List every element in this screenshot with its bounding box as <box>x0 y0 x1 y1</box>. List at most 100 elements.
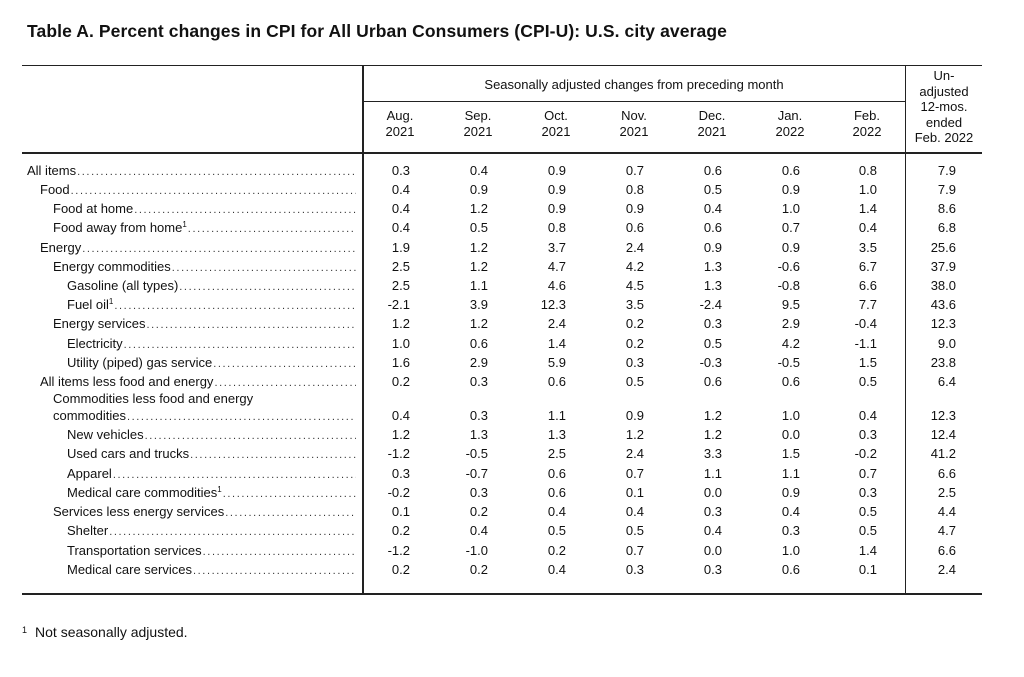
monthly-change-cell: 0.9 <box>781 182 800 197</box>
monthly-change-cell: 0.4 <box>391 408 410 423</box>
table-bottom-rule <box>22 593 982 595</box>
monthly-change-cell: 0.6 <box>703 163 722 178</box>
dot-leader <box>172 262 356 274</box>
monthly-change-cell: 1.4 <box>858 543 877 558</box>
monthly-change-cell: 1.2 <box>469 201 488 216</box>
monthly-change-cell: 4.5 <box>625 278 644 293</box>
monthly-change-cell: 0.6 <box>469 336 488 351</box>
monthly-change-cell: 0.3 <box>781 523 800 538</box>
monthly-change-cell: -0.7 <box>465 466 488 481</box>
row-label: Food away from home 1 <box>53 220 356 235</box>
monthly-change-cell: -1.2 <box>387 446 410 461</box>
monthly-change-cell: 0.3 <box>391 163 410 178</box>
monthly-change-cell: 0.8 <box>858 163 877 178</box>
monthly-change-cell: 1.3 <box>703 278 722 293</box>
row-label: Shelter <box>67 523 356 538</box>
monthly-change-cell: 1.3 <box>547 427 566 442</box>
monthly-change-cell: -1.0 <box>465 543 488 558</box>
unadjusted-value-cell: 23.8 <box>930 355 956 370</box>
monthly-change-cell: 0.5 <box>703 336 722 351</box>
monthly-change-cell: 12.3 <box>540 297 566 312</box>
monthly-change-cell: 0.7 <box>781 220 800 235</box>
dot-leader <box>190 449 356 461</box>
year-label: 2022 <box>775 124 805 139</box>
unadjusted-value-cell: 25.6 <box>930 240 956 255</box>
monthly-change-cell: 0.1 <box>391 504 410 519</box>
unadjusted-column-divider <box>905 66 906 595</box>
monthly-change-cell: 0.4 <box>391 201 410 216</box>
row-label-text: Energy commodities <box>53 259 171 274</box>
monthly-change-cell: 0.6 <box>703 220 722 235</box>
monthly-change-cell: 0.4 <box>547 562 566 577</box>
monthly-change-cell: 2.4 <box>547 316 566 331</box>
dot-leader <box>223 488 356 500</box>
footnote-reference: 1 <box>182 220 187 229</box>
row-label: All items <box>27 163 356 178</box>
monthly-change-cell: 3.9 <box>469 297 488 312</box>
table-row: Energy 1.9 1.2 3.7 2.4 0.9 0.9 3.5 25.6 <box>0 240 1024 259</box>
monthly-change-cell: 0.5 <box>858 504 877 519</box>
monthly-change-cell: 0.4 <box>469 163 488 178</box>
unadjusted-value-cell: 6.8 <box>937 220 956 235</box>
unadjusted-value-cell: 6.6 <box>937 543 956 558</box>
monthly-change-cell: 0.4 <box>703 201 722 216</box>
monthly-change-cell: 1.1 <box>547 408 566 423</box>
monthly-change-cell: 0.9 <box>547 163 566 178</box>
row-label-text: Shelter <box>67 523 109 538</box>
unadjusted-value-cell: 12.3 <box>930 408 956 423</box>
year-label: 2021 <box>385 124 415 139</box>
row-label: Utility (piped) gas service <box>67 355 356 370</box>
monthly-change-cell: 4.6 <box>547 278 566 293</box>
monthly-change-cell: 2.9 <box>469 355 488 370</box>
monthly-change-cell: 0.7 <box>625 543 644 558</box>
unadjusted-value-cell: 2.5 <box>937 485 956 500</box>
monthly-change-cell: 2.4 <box>625 240 644 255</box>
monthly-change-cell: 0.6 <box>547 374 566 389</box>
table-row: Food at home 0.4 1.2 0.9 0.9 0.4 1.0 1.4 8.6 <box>0 201 1024 220</box>
month-label: Sep. <box>464 108 492 123</box>
monthly-change-cell: 0.5 <box>469 220 488 235</box>
row-label-text: Energy services <box>53 316 146 331</box>
monthly-change-cell: -0.2 <box>854 446 877 461</box>
monthly-change-cell: 0.6 <box>781 562 800 577</box>
monthly-change-cell: 0.4 <box>469 523 488 538</box>
group-header-rule <box>363 101 905 102</box>
unadjusted-value-cell: 6.4 <box>937 374 956 389</box>
row-label: Food <box>40 182 356 197</box>
monthly-change-cell: 0.5 <box>703 182 722 197</box>
monthly-change-cell: 1.0 <box>781 543 800 558</box>
table-row: Services less energy services 0.1 0.2 0.4 0.… <box>0 504 1024 523</box>
monthly-change-cell: 0.9 <box>781 240 800 255</box>
monthly-change-cell: 3.5 <box>625 297 644 312</box>
table-row: Used cars and trucks -1.2 -0.5 2.5 2.4 3.3 1.5… <box>0 446 1024 465</box>
month-column-header: Aug. 2021 <box>365 108 435 140</box>
unadjusted-value-cell: 8.6 <box>937 201 956 216</box>
monthly-change-cell: 1.4 <box>858 201 877 216</box>
table-row: Utility (piped) gas service 1.6 2.9 5.9 0.3 -… <box>0 355 1024 374</box>
row-label-text: Energy <box>40 240 82 255</box>
dot-leader <box>109 526 356 538</box>
table-row: Food 0.4 0.9 0.9 0.8 0.5 0.9 1.0 7.9 <box>0 182 1024 201</box>
monthly-change-cell: 1.5 <box>858 355 877 370</box>
monthly-change-cell: 0.2 <box>391 374 410 389</box>
row-label: All items less food and energy <box>40 374 356 389</box>
dot-leader <box>203 546 356 558</box>
monthly-change-cell: 1.9 <box>391 240 410 255</box>
table-row: All items 0.3 0.4 0.9 0.7 0.6 0.6 0.8 7.9 <box>0 163 1024 182</box>
monthly-change-cell: 0.4 <box>858 220 877 235</box>
row-label-text: commodities <box>53 408 126 423</box>
header-bottom-rule <box>22 152 982 154</box>
monthly-change-cell: 1.2 <box>469 259 488 274</box>
footnote-marker: 1 <box>22 625 28 635</box>
year-label: 2021 <box>619 124 649 139</box>
row-label-text: Utility (piped) gas service <box>67 355 213 370</box>
unadjusted-header-line: adjusted <box>919 83 969 99</box>
monthly-change-cell: 3.3 <box>703 446 722 461</box>
unadjusted-value-cell: 7.9 <box>937 163 956 178</box>
monthly-change-cell: 0.7 <box>858 466 877 481</box>
dot-leader <box>214 377 356 389</box>
table-row: Energy services 1.2 1.2 2.4 0.2 0.3 2.9 -0.4 12.… <box>0 316 1024 335</box>
